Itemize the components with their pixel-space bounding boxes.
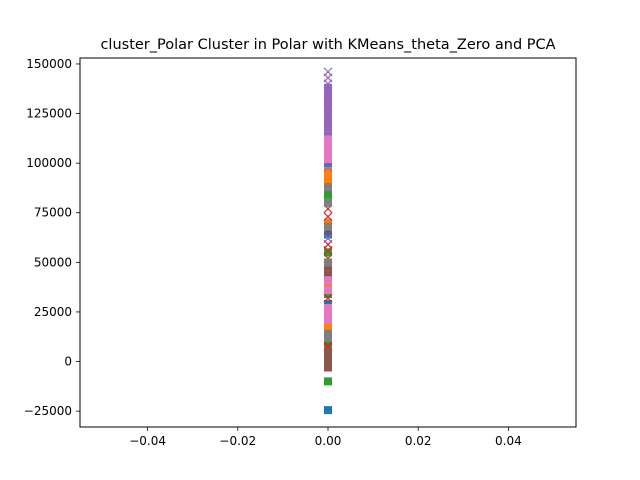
square-marker — [324, 329, 332, 338]
square-marker — [324, 270, 332, 279]
square-marker — [324, 190, 332, 199]
square-marker — [324, 182, 332, 191]
y-tick-label: 100000 — [26, 156, 72, 170]
square-marker — [324, 83, 332, 92]
y-axis-ticks: −25000 0 25000 50000 75000 100000 125000 150000 — [24, 57, 80, 418]
y-tick-label: −25000 — [24, 404, 72, 418]
y-tick-label: 150000 — [26, 57, 72, 71]
x-tick-label: −0.04 — [129, 434, 166, 448]
square-marker — [324, 347, 332, 356]
square-marker — [324, 377, 332, 386]
x-axis-ticks: −0.04 −0.02 0.00 0.02 0.04 — [129, 427, 522, 448]
square-marker — [324, 175, 332, 184]
square-marker — [324, 309, 332, 318]
square-marker — [324, 315, 332, 324]
chart-title: cluster_Polar Cluster in Polar with KMea… — [100, 37, 555, 53]
x-marker — [323, 234, 333, 243]
y-tick-label: 50000 — [34, 255, 72, 269]
square-marker — [324, 339, 332, 348]
square-marker — [324, 286, 332, 295]
square-marker — [324, 406, 332, 415]
y-tick-label: 125000 — [26, 107, 72, 121]
y-tick-label: 75000 — [34, 206, 72, 220]
x-tick-label: 0.00 — [315, 434, 342, 448]
x-tick-label: 0.04 — [495, 434, 522, 448]
square-marker — [324, 222, 332, 231]
square-marker — [324, 303, 332, 312]
square-marker — [324, 248, 332, 257]
square-marker — [324, 230, 332, 239]
square-marker — [324, 276, 332, 285]
x-marker — [323, 293, 333, 303]
plot-area-frame — [79, 57, 577, 428]
x-tick-label: −0.02 — [219, 434, 256, 448]
x-marker — [323, 212, 333, 222]
y-tick-label: 25000 — [34, 305, 72, 319]
square-marker — [324, 167, 332, 176]
x-tick-label: 0.02 — [405, 434, 432, 448]
x-marker — [323, 67, 333, 77]
y-tick-label: 0 — [64, 355, 72, 369]
x-marker — [323, 162, 333, 172]
scatter-markers — [323, 67, 333, 415]
square-marker — [324, 258, 332, 267]
square-marker — [324, 198, 332, 207]
